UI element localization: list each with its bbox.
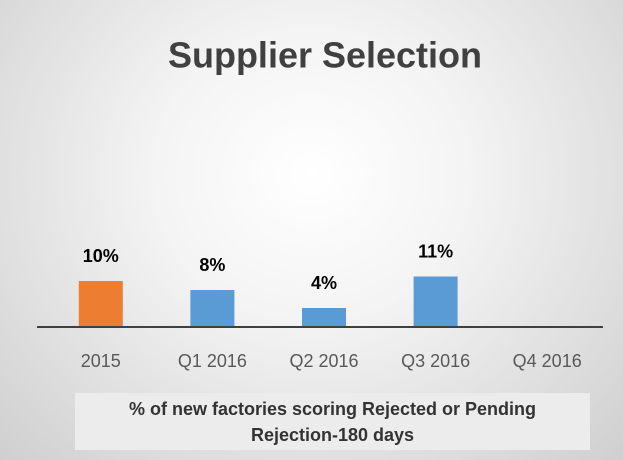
bar <box>190 290 235 326</box>
x-tick-label: Q1 2016 <box>178 351 247 371</box>
data-label: 10% <box>83 246 119 266</box>
x-tick-label: 2015 <box>81 351 121 371</box>
data-label: 4% <box>311 273 337 293</box>
chart-title: Supplier Selection <box>168 35 482 76</box>
x-tick-label: Q4 2016 <box>513 351 582 371</box>
caption: % of new factories scoring Rejected or P… <box>75 393 590 450</box>
data-label: 11% <box>418 241 453 261</box>
bar <box>413 276 458 326</box>
data-label: 8% <box>199 255 225 275</box>
x-tick-label: Q2 2016 <box>289 351 358 371</box>
x-tick-label: Q3 2016 <box>401 351 470 371</box>
bar <box>78 281 123 326</box>
bar <box>302 308 346 326</box>
